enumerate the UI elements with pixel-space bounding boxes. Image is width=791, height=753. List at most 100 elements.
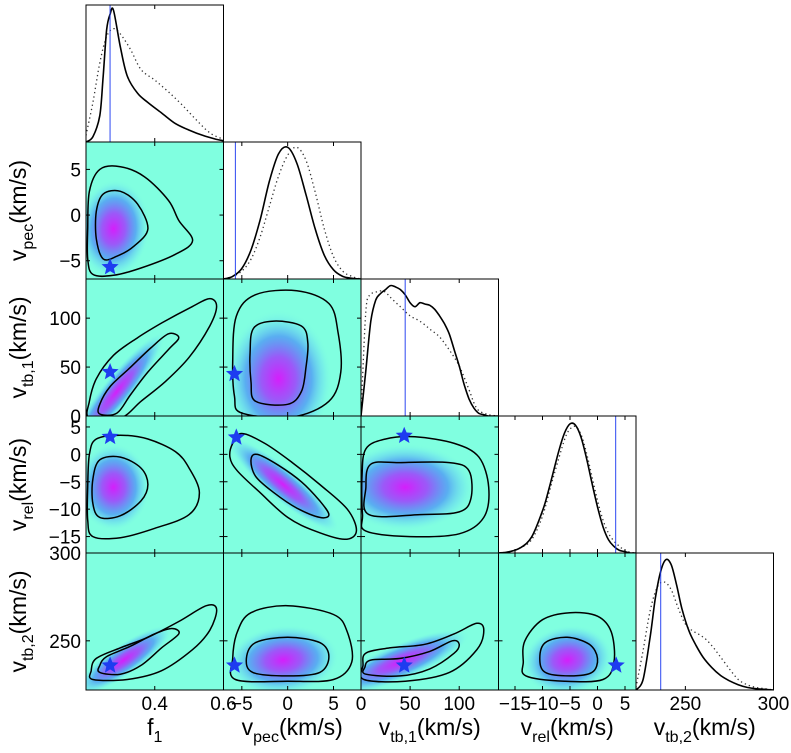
- pair-panel-vtb2-f1: [85, 552, 224, 691]
- contour-inner-vtb2-vrel: [539, 636, 599, 677]
- y-tick-label-vpec: 5: [70, 160, 81, 181]
- density-vrel-vpec: [227, 436, 340, 533]
- pair-panel-vrel-vtb1: [360, 415, 499, 554]
- x-tick-label-vtb1: 100: [443, 694, 475, 715]
- panel-background: [223, 142, 361, 279]
- axis-label-main: v: [654, 714, 666, 740]
- axis-label-suffix: (km/s): [5, 438, 31, 502]
- panel-content: [227, 432, 358, 541]
- marginal-panel-vtb1: [360, 278, 499, 417]
- true-value-star-vtb2-vtb1: [395, 656, 413, 673]
- y-tick-label-vtb1: 0: [70, 407, 81, 428]
- axis-label-sub: pec: [20, 224, 37, 250]
- contour-inner-vtb2-vtb1: [362, 639, 461, 677]
- contour-inner-vtb2-vpec: [245, 636, 330, 677]
- x-axis-label-f1: f1: [147, 714, 162, 746]
- contour-inner-vrel-vtb1: [363, 461, 473, 518]
- true-value-star-vtb1-vpec: [225, 364, 244, 382]
- axis-label-sub: rel: [532, 729, 550, 746]
- x-axis-label-vtb1: vtb,1(km/s): [379, 714, 481, 746]
- density-vtb2-vtb1: [361, 628, 470, 690]
- x-tick-label-f1: 0.4: [142, 694, 169, 715]
- x-axis-label-vtb2: vtb,2(km/s): [654, 714, 756, 746]
- posterior-curve-f1: [86, 7, 224, 142]
- contour-outer-vrel-vtb1: [361, 435, 490, 538]
- panels-layer: [85, 4, 774, 691]
- y-tick-label-vrel: −5: [59, 473, 81, 494]
- axis-label-main: v: [5, 387, 31, 399]
- panel-content: [86, 604, 218, 690]
- x-axis-label-vrel: vrel(km/s): [521, 714, 614, 746]
- pair-panel-vtb2-vtb1: [360, 552, 499, 691]
- panel-frame: [498, 552, 637, 691]
- x-tick-label-vrel: −15: [499, 694, 531, 715]
- contour-outer-vrel-f1: [86, 434, 201, 540]
- true-value-star-vtb2-f1: [101, 656, 119, 673]
- axis-label-suffix: (km/s): [5, 570, 31, 634]
- true-value-star-vrel-f1: [101, 427, 119, 445]
- axis-label-main: v: [379, 714, 391, 740]
- contour-outer-vtb2-vpec: [229, 604, 354, 683]
- axis-label-sub: tb,2: [20, 634, 37, 661]
- axis-label-main: v: [5, 519, 31, 531]
- true-value-star-vpec-f1: [101, 258, 119, 275]
- axis-label-sub: pec: [253, 729, 279, 746]
- posterior-curve-vtb2: [636, 558, 774, 690]
- axis-label-suffix: (km/s): [5, 296, 31, 360]
- prior-curve-vtb1: [361, 290, 499, 416]
- prior-curve-f1: [86, 28, 224, 140]
- contour-inner-vtb2-f1: [97, 627, 180, 676]
- panel-background: [361, 279, 499, 416]
- axis-label-suffix: (km/s): [5, 160, 31, 224]
- axis-label-sub: tb,2: [665, 729, 692, 746]
- y-tick-label-vtb2: 250: [49, 632, 81, 653]
- axis-label-suffix: (km/s): [692, 714, 756, 740]
- panel-background: [86, 5, 224, 142]
- posterior-curve-vtb1: [361, 284, 499, 416]
- pair-panel-vtb1-vpec: [223, 278, 362, 417]
- y-axis-label-vtb2: vtb,2(km/s): [5, 570, 37, 672]
- true-value-star-vrel-vpec: [227, 428, 245, 445]
- axis-label-sub: tb,1: [390, 729, 417, 746]
- marginal-panel-vpec: [223, 141, 362, 280]
- axis-label-sub: tb,1: [20, 360, 37, 387]
- y-tick-label-vpec: 0: [70, 206, 81, 227]
- x-tick-label-vrel: −10: [526, 694, 558, 715]
- marginal-panel-vrel: [498, 415, 637, 554]
- y-tick-label-vtb2: 300: [49, 544, 81, 565]
- axis-label-sub: 1: [153, 729, 162, 746]
- axis-label-main: v: [521, 714, 533, 740]
- density-vtb2-f1: [86, 625, 173, 690]
- x-tick-label-vtb2: 250: [670, 694, 702, 715]
- panel-background: [498, 416, 636, 553]
- x-tick-label-f1: 0.6: [210, 694, 236, 715]
- y-tick-label-vrel: −10: [49, 500, 81, 521]
- pair-panel-vpec-f1: [85, 141, 224, 280]
- x-tick-label-vpec: 0: [282, 694, 293, 715]
- x-tick-label-vpec: 5: [328, 694, 339, 715]
- pair-panel-vtb2-vpec: [223, 552, 362, 691]
- axis-label-main: v: [5, 249, 31, 261]
- pair-panel-vrel-vpec: [223, 415, 362, 554]
- true-value-star-vtb1-f1: [101, 363, 119, 380]
- axis-label-main: v: [5, 661, 31, 673]
- true-value-star-vrel-vtb1: [395, 426, 413, 443]
- y-tick-label-vrel: 5: [70, 418, 81, 439]
- panel-content: [224, 289, 343, 416]
- x-axis-label-vpec: vpec(km/s): [242, 714, 343, 746]
- axis-label-suffix: (km/s): [279, 714, 343, 740]
- prior-curve-vpec: [223, 146, 361, 279]
- x-tick-label-vtb1: 0: [356, 694, 367, 715]
- pair-panel-vtb1-f1: [85, 278, 224, 417]
- axis-label-suffix: (km/s): [550, 714, 614, 740]
- panel-content: [86, 297, 218, 416]
- axis-label-sub: rel: [20, 502, 37, 520]
- y-tick-label-vrel: 0: [70, 445, 81, 466]
- panel-content: [86, 165, 194, 279]
- panel-content: [86, 434, 201, 540]
- contour-outer-vtb2-f1: [88, 604, 218, 682]
- panel-content: [521, 611, 616, 690]
- true-value-star-vtb2-vpec: [225, 656, 244, 673]
- marginal-panel-f1: [85, 4, 224, 143]
